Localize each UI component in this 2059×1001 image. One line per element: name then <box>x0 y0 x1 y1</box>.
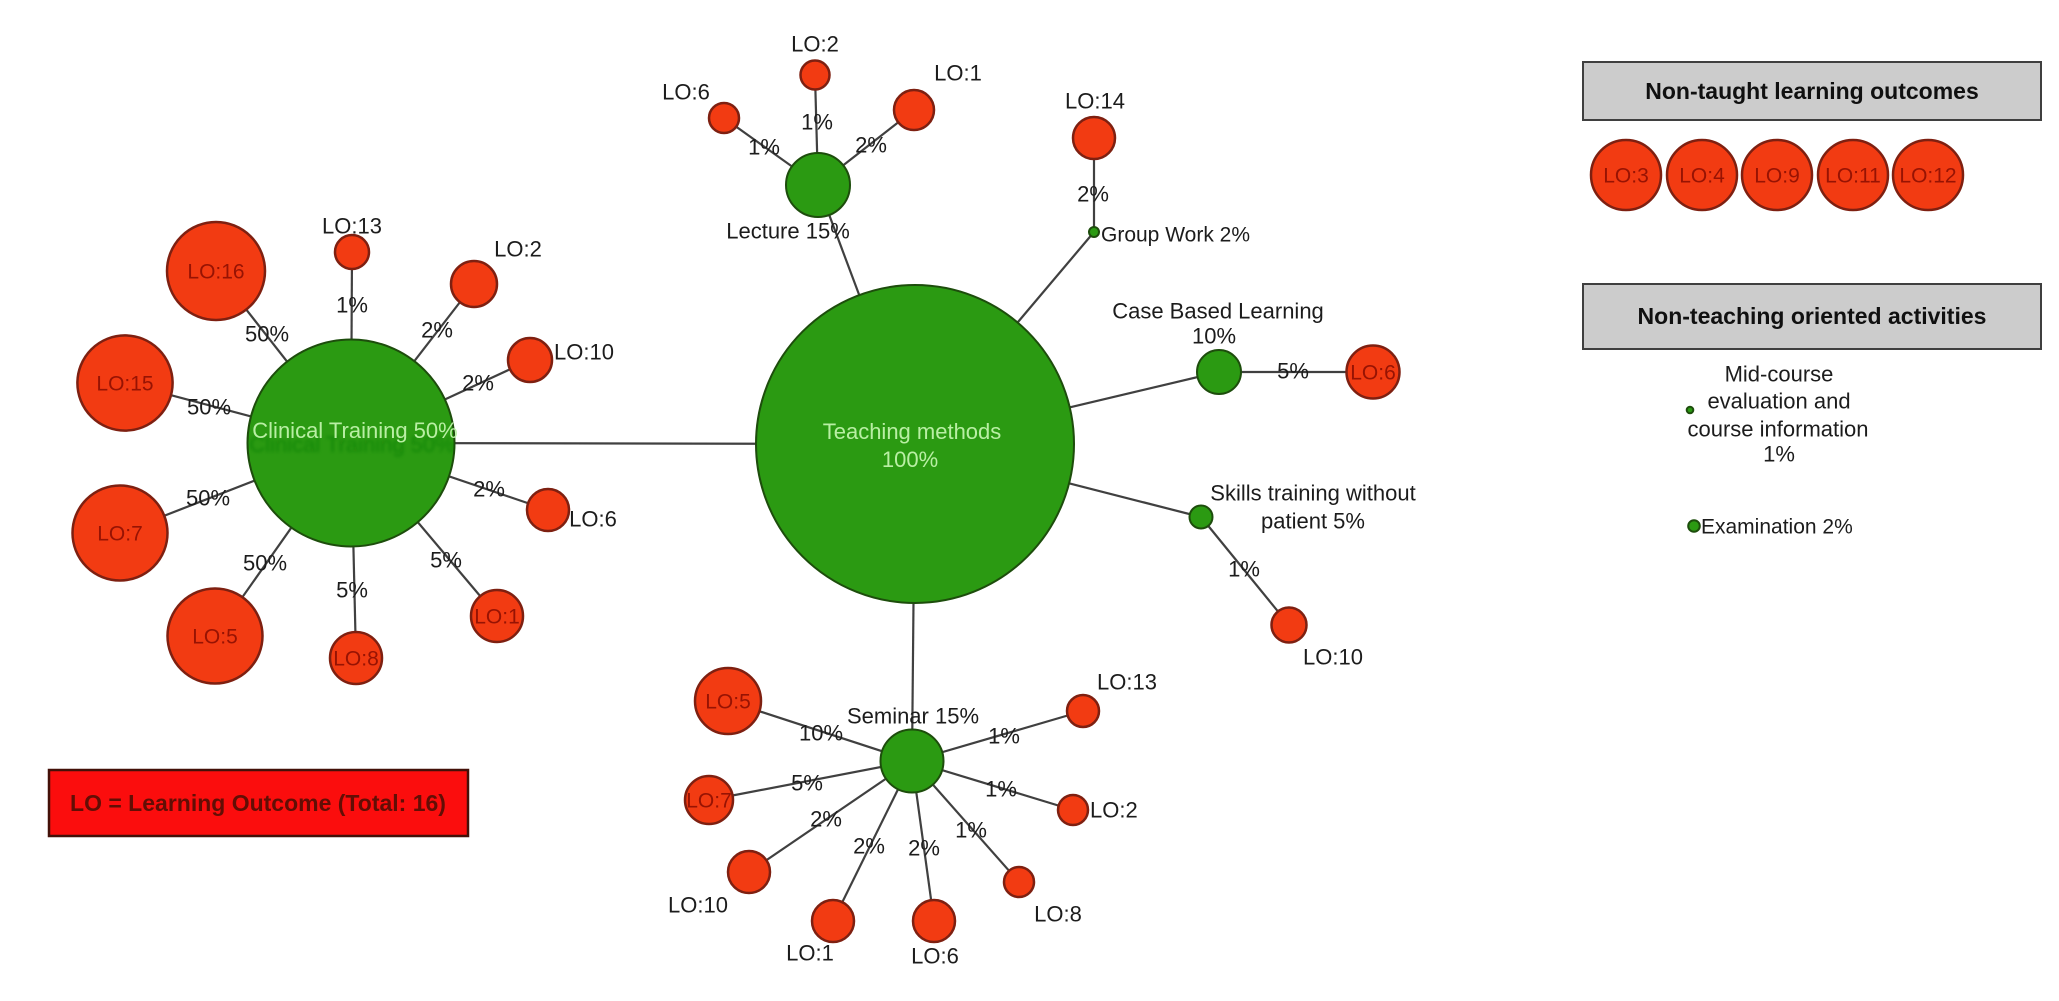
svg-text:Mid-course: Mid-course <box>1725 362 1834 387</box>
svg-text:5%: 5% <box>791 771 823 796</box>
svg-text:LO:1: LO:1 <box>934 61 982 86</box>
svg-text:1%: 1% <box>748 135 780 160</box>
svg-text:1%: 1% <box>985 777 1017 802</box>
svg-text:LO:2: LO:2 <box>1090 798 1138 823</box>
svg-text:LO:12: LO:12 <box>1899 164 1956 187</box>
svg-text:LO:6: LO:6 <box>1350 361 1396 384</box>
svg-text:evaluation and: evaluation and <box>1707 389 1850 414</box>
svg-text:LO:8: LO:8 <box>333 647 379 670</box>
svg-text:LO:15: LO:15 <box>96 372 153 395</box>
svg-text:Clinical Training 50%: Clinical Training 50% <box>252 418 457 443</box>
svg-text:1%: 1% <box>988 724 1020 749</box>
svg-text:patient 5%: patient 5% <box>1261 509 1365 534</box>
svg-text:50%: 50% <box>243 551 287 576</box>
svg-text:LO:7: LO:7 <box>97 522 143 545</box>
svg-text:1%: 1% <box>955 818 987 843</box>
svg-text:LO:10: LO:10 <box>554 340 614 365</box>
svg-text:10%: 10% <box>1192 324 1236 349</box>
svg-text:Teaching methods: Teaching methods <box>823 419 1002 444</box>
svg-text:LO:8: LO:8 <box>1034 902 1082 927</box>
svg-text:LO:10: LO:10 <box>1303 645 1363 670</box>
svg-text:LO:6: LO:6 <box>569 507 617 532</box>
svg-text:2%: 2% <box>810 807 842 832</box>
svg-text:1%: 1% <box>336 293 368 318</box>
svg-text:1%: 1% <box>1763 442 1795 467</box>
svg-text:Group Work 2%: Group Work 2% <box>1101 223 1250 246</box>
svg-text:50%: 50% <box>186 486 230 511</box>
svg-text:LO:1: LO:1 <box>786 941 834 966</box>
svg-text:50%: 50% <box>187 395 231 420</box>
svg-text:5%: 5% <box>430 548 462 573</box>
svg-text:Non-teaching oriented activiti: Non-teaching oriented activities <box>1638 303 1987 329</box>
svg-text:Examination 2%: Examination 2% <box>1701 515 1853 538</box>
svg-text:Clinical Training 50%: Clinical Training 50% <box>249 432 454 457</box>
svg-text:LO:2: LO:2 <box>494 237 542 262</box>
svg-text:50%: 50% <box>245 322 289 347</box>
svg-text:LO:3: LO:3 <box>1603 164 1649 187</box>
svg-text:LO:11: LO:11 <box>1825 164 1881 187</box>
svg-text:LO:14: LO:14 <box>1065 89 1125 114</box>
svg-text:LO:9: LO:9 <box>1754 164 1800 187</box>
svg-text:LO = Learning Outcome (Total:: LO = Learning Outcome (Total: 16) <box>70 790 446 816</box>
svg-text:LO:6: LO:6 <box>662 80 710 105</box>
svg-text:2%: 2% <box>473 477 505 502</box>
svg-text:5%: 5% <box>1277 359 1309 384</box>
svg-text:LO:13: LO:13 <box>322 214 382 239</box>
svg-text:Case Based Learning: Case Based Learning <box>1112 299 1324 324</box>
svg-text:LO:13: LO:13 <box>1097 670 1157 695</box>
svg-text:2%: 2% <box>1077 182 1109 207</box>
svg-text:1%: 1% <box>1228 557 1260 582</box>
svg-text:2%: 2% <box>853 834 885 859</box>
svg-text:LO:16: LO:16 <box>187 260 244 283</box>
svg-text:10%: 10% <box>799 721 843 746</box>
svg-text:1%: 1% <box>801 110 833 135</box>
svg-text:LO:7: LO:7 <box>686 789 732 812</box>
svg-text:LO:1: LO:1 <box>474 605 520 628</box>
svg-text:5%: 5% <box>336 578 368 603</box>
svg-text:Lecture 15%: Lecture 15% <box>726 219 850 244</box>
svg-text:LO:4: LO:4 <box>1679 164 1725 187</box>
svg-text:Non-taught learning outcomes: Non-taught learning outcomes <box>1645 78 1979 104</box>
svg-text:Skills training without: Skills training without <box>1210 481 1415 506</box>
svg-text:LO:5: LO:5 <box>192 625 238 648</box>
svg-text:2%: 2% <box>855 133 887 158</box>
svg-text:LO:5: LO:5 <box>705 690 751 713</box>
svg-text:LO:2: LO:2 <box>791 32 839 57</box>
svg-text:2%: 2% <box>421 318 453 343</box>
svg-text:Seminar 15%: Seminar 15% <box>847 704 979 729</box>
svg-text:100%: 100% <box>882 447 938 472</box>
svg-text:2%: 2% <box>462 371 494 396</box>
svg-text:LO:6: LO:6 <box>911 944 959 969</box>
svg-text:course information: course information <box>1688 417 1869 442</box>
svg-text:LO:10: LO:10 <box>668 893 728 918</box>
svg-text:2%: 2% <box>908 836 940 861</box>
